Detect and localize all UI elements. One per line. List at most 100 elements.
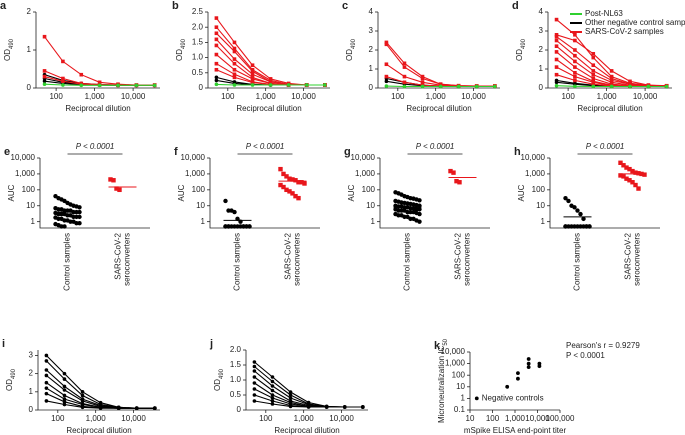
point	[420, 80, 425, 85]
point	[296, 180, 301, 185]
point	[646, 84, 651, 89]
point	[62, 400, 67, 404]
y-tick-label: 2.0	[192, 22, 204, 31]
point	[44, 386, 49, 390]
y-tick-label: 1	[31, 217, 36, 226]
point	[628, 79, 632, 84]
x-tick-label: Control samples	[233, 233, 242, 291]
y-axis-label: OD490	[175, 38, 186, 61]
y-tick-label: 1,000	[525, 169, 546, 178]
point	[232, 83, 237, 87]
point	[384, 42, 389, 47]
point	[384, 79, 389, 84]
point	[44, 399, 49, 403]
point	[302, 181, 307, 186]
point	[252, 387, 257, 391]
point	[516, 371, 520, 376]
y-tick-label: 100	[22, 185, 36, 194]
x-tick-label: SARS-CoV-2	[624, 232, 633, 279]
y-axis-label: OD490	[5, 368, 16, 391]
y-tick-label: 10	[456, 382, 465, 391]
point	[62, 397, 67, 401]
point	[250, 83, 255, 87]
point	[232, 49, 237, 54]
series-line	[385, 43, 495, 87]
point	[633, 182, 638, 188]
point	[609, 84, 614, 89]
point	[281, 171, 286, 177]
point	[554, 50, 559, 54]
point	[232, 57, 237, 61]
y-tick-label: 1	[29, 387, 34, 396]
x-tick-label: SARS-CoV-2	[454, 232, 463, 279]
y-tick-label: 2.0	[230, 345, 242, 354]
y-axis-label-text: AUC	[347, 184, 356, 201]
x-tick-label: 1,000	[86, 414, 107, 423]
point	[44, 373, 49, 378]
point	[636, 171, 641, 176]
point	[304, 83, 309, 87]
point	[572, 205, 577, 210]
y-tick-label: 1,000	[15, 169, 36, 178]
point	[288, 396, 293, 400]
point	[270, 375, 275, 379]
point	[214, 75, 219, 80]
point	[591, 76, 596, 81]
point	[252, 381, 257, 385]
point	[454, 178, 459, 184]
point	[420, 76, 425, 81]
y-tick-label: 10,000	[521, 153, 546, 162]
point	[554, 83, 559, 88]
y-tick-label: 1,000	[445, 359, 466, 368]
point	[324, 405, 329, 409]
point	[581, 216, 586, 222]
point	[384, 62, 389, 67]
y-tick-label: 3	[369, 26, 374, 35]
x-tick-label: 100	[49, 92, 63, 101]
point	[361, 405, 365, 409]
y-tick-label: 0.5	[192, 68, 204, 77]
y-tick-label: 10	[26, 201, 35, 210]
y-axis-label-sub: 490	[9, 38, 15, 49]
point	[293, 193, 298, 199]
point	[152, 83, 157, 88]
point	[573, 71, 577, 75]
point	[573, 33, 577, 37]
point	[384, 84, 389, 88]
panel-label: b	[172, 0, 179, 12]
x-axis-label: Reciprocal dilution	[65, 104, 130, 113]
point	[516, 376, 520, 381]
point	[323, 83, 327, 87]
point	[591, 63, 596, 67]
point	[609, 80, 614, 85]
y-axis-label-text: AUC	[177, 184, 186, 201]
x-tick-label: SARS-CoV-2	[284, 232, 293, 279]
point	[42, 79, 47, 83]
point	[609, 74, 614, 79]
point	[288, 393, 293, 397]
x-tick-label: Control samples	[63, 233, 72, 291]
panel-label: e	[4, 146, 10, 158]
point	[621, 174, 626, 179]
y-tick-label: 2	[369, 45, 374, 54]
point	[62, 377, 67, 381]
point	[77, 221, 82, 226]
point	[214, 16, 219, 20]
x-tick-label: 1,000	[256, 92, 277, 101]
point	[42, 69, 47, 73]
x-tick-label: seroconverters	[633, 233, 642, 286]
point	[252, 375, 257, 379]
panel-label: j	[209, 338, 213, 350]
y-tick-label: 1,000	[355, 169, 376, 178]
y-tick-label: 100	[362, 185, 376, 194]
point	[420, 84, 425, 89]
point	[420, 74, 425, 79]
x-tick-label: 100	[391, 92, 405, 101]
axis	[379, 158, 490, 229]
point	[62, 224, 67, 229]
point	[284, 174, 289, 179]
point	[573, 74, 577, 79]
point	[250, 72, 255, 77]
panel-label: h	[514, 146, 521, 158]
series-line	[46, 355, 155, 409]
